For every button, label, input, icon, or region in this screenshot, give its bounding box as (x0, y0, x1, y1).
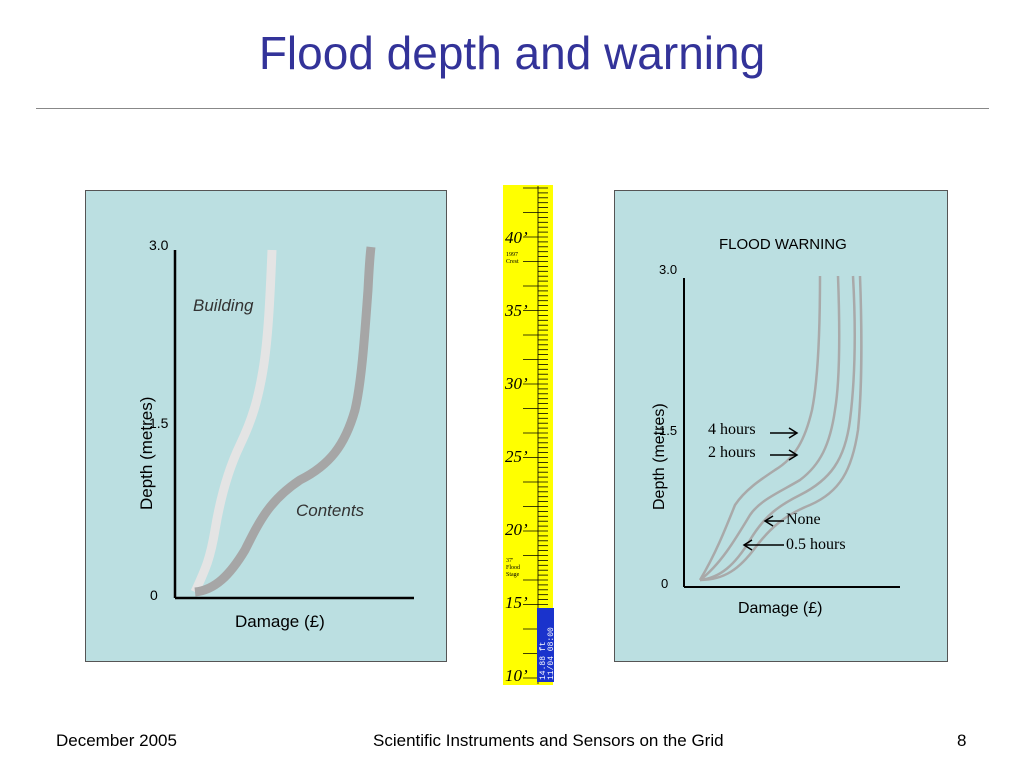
slide-title: Flood depth and warning (258, 27, 766, 79)
label-4-hours: 4 hours (708, 421, 756, 438)
left-y-tick-0: 0 (150, 587, 158, 603)
right-y-tick-1-5: 1.5 (659, 423, 678, 438)
flood-note-word2: Stage (506, 572, 520, 578)
gauge-crest-note: 1997 Crest (506, 252, 519, 266)
label-none: None (786, 511, 821, 528)
contents-curve-label: Contents (296, 501, 365, 520)
gauge-reading-tag: 14.88 ft 11/04 08:00 (537, 608, 556, 682)
warning-arrows (742, 427, 799, 551)
gauge-label-15: 15’ (505, 593, 528, 612)
contents-curve (194, 246, 376, 597)
crest-note-text: Crest (506, 259, 519, 265)
left-x-axis-label: Damage (£) (235, 612, 325, 631)
footer-date: December 2005 (56, 731, 177, 750)
right-y-axis-label: Depth (metres) (651, 403, 668, 510)
warning-curve-0-5-hours (699, 275, 863, 582)
flood-warning-title: FLOOD WARNING (719, 236, 847, 253)
gauge-label-25: 25’ (505, 447, 528, 466)
building-curve-label: Building (193, 296, 254, 315)
left-y-tick-1-5: 1.5 (149, 415, 169, 431)
crest-note-year: 1997 (506, 252, 518, 258)
left-y-tick-3: 3.0 (149, 237, 169, 253)
gauge-label-10: 10’ (505, 666, 528, 685)
gauge-flood-stage-note: 37' Flood Stage (506, 558, 520, 579)
building-curve (190, 249, 277, 594)
page-number: 8 (957, 731, 967, 750)
right-x-axis-label: Damage (£) (738, 600, 823, 617)
flood-note-word1: Flood (506, 565, 521, 571)
footer-title: Scientific Instruments and Sensors on th… (373, 731, 724, 750)
gauge-label-35: 35’ (505, 301, 528, 320)
flood-note-level: 37' (506, 558, 514, 564)
warning-curve-none (699, 275, 856, 582)
title-divider (36, 108, 989, 109)
warning-curve-2-hours (699, 275, 841, 581)
label-0-5-hours: 0.5 hours (786, 536, 846, 553)
right-y-tick-3: 3.0 (659, 262, 678, 277)
warning-curve-4-hours (698, 275, 822, 581)
building-damage-chart-panel (85, 190, 447, 662)
flood-warning-chart-panel (614, 190, 948, 662)
gauge-label-20: 20’ (505, 520, 528, 539)
label-2-hours: 2 hours (708, 444, 756, 461)
flood-gauge-staff (503, 185, 553, 685)
gauge-label-40: 40’ (505, 228, 528, 247)
right-y-tick-0: 0 (661, 576, 669, 591)
gauge-label-30: 30’ (505, 374, 528, 393)
